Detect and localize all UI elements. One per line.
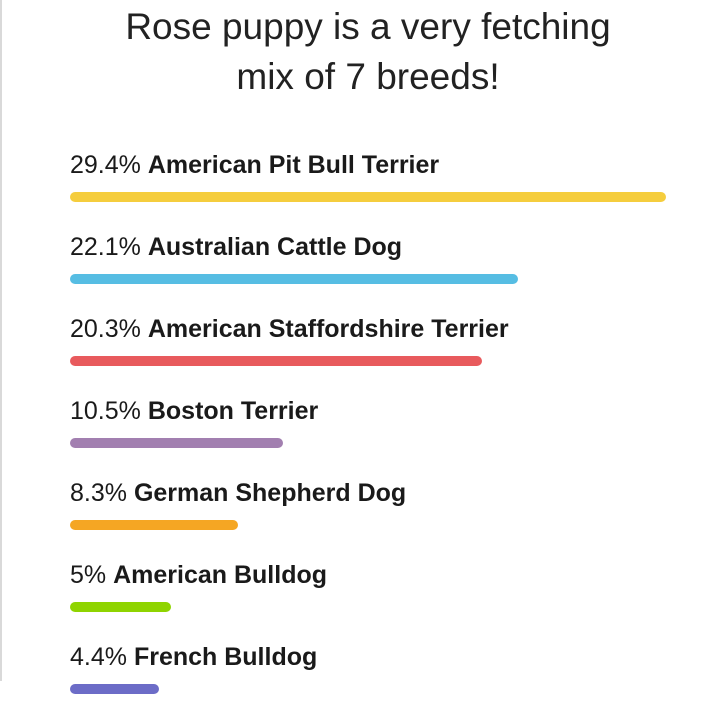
breed-percent: 10.5%	[70, 397, 141, 425]
breed-label: 22.1% Australian Cattle Dog	[70, 230, 402, 264]
breed-name: French Bulldog	[133, 643, 318, 671]
breed-bar-fill	[70, 274, 518, 284]
breed-percent: 4.4%	[70, 643, 127, 671]
breed-bar-fill	[70, 356, 482, 366]
breed-row-boston-terrier: 10.5% Boston Terrier	[70, 394, 670, 476]
breed-label: 20.3% American Staffordshire Terrier	[70, 312, 509, 346]
breed-bar-track	[70, 438, 666, 448]
breed-name: American Pit Bull Terrier	[147, 151, 440, 179]
breed-label: 29.4% American Pit Bull Terrier	[70, 148, 439, 182]
breed-name: American Staffordshire Terrier	[147, 315, 509, 343]
breed-label: 5% American Bulldog	[70, 558, 327, 592]
breed-bar-track	[70, 192, 666, 202]
breed-percent: 20.3%	[70, 315, 141, 343]
breed-label: 8.3% German Shepherd Dog	[70, 476, 406, 510]
breed-bar-track	[70, 274, 666, 284]
breed-bar-fill	[70, 684, 160, 694]
breed-bar-fill	[70, 438, 283, 448]
left-divider	[0, 0, 2, 681]
breed-bar-fill	[70, 192, 666, 202]
breed-label: 4.4% French Bulldog	[70, 640, 317, 674]
breed-list: 29.4% American Pit Bull Terrier 22.1% Au…	[70, 148, 670, 722]
breed-percent: 29.4%	[70, 151, 141, 179]
breed-row-australian-cattle-dog: 22.1% Australian Cattle Dog	[70, 230, 670, 312]
breed-name: German Shepherd Dog	[133, 479, 407, 507]
breed-percent: 22.1%	[70, 233, 141, 261]
breed-row-american-bulldog: 5% American Bulldog	[70, 558, 670, 640]
breed-bar-track	[70, 684, 666, 694]
breed-name: Boston Terrier	[147, 397, 319, 425]
breed-percent: 8.3%	[70, 479, 127, 507]
breed-row-american-staffordshire-terrier: 20.3% American Staffordshire Terrier	[70, 312, 670, 394]
breed-name: American Bulldog	[113, 561, 328, 589]
breed-row-french-bulldog: 4.4% French Bulldog	[70, 640, 670, 722]
breed-bar-track	[70, 602, 666, 612]
page-title: Rose puppy is a very fetching mix of 7 b…	[40, 2, 696, 102]
breed-label: 10.5% Boston Terrier	[70, 394, 318, 428]
breed-name: Australian Cattle Dog	[147, 233, 403, 261]
breed-bar-fill	[70, 520, 239, 530]
page-title-line-1: Rose puppy is a very fetching	[125, 6, 611, 47]
page-title-line-2: mix of 7 breeds!	[236, 56, 500, 97]
breed-row-german-shepherd-dog: 8.3% German Shepherd Dog	[70, 476, 670, 558]
breed-row-american-pit-bull-terrier: 29.4% American Pit Bull Terrier	[70, 148, 670, 230]
breed-bar-track	[70, 356, 666, 366]
breed-bar-track	[70, 520, 666, 530]
breed-percent: 5%	[70, 561, 107, 589]
breed-bar-fill	[70, 602, 172, 612]
